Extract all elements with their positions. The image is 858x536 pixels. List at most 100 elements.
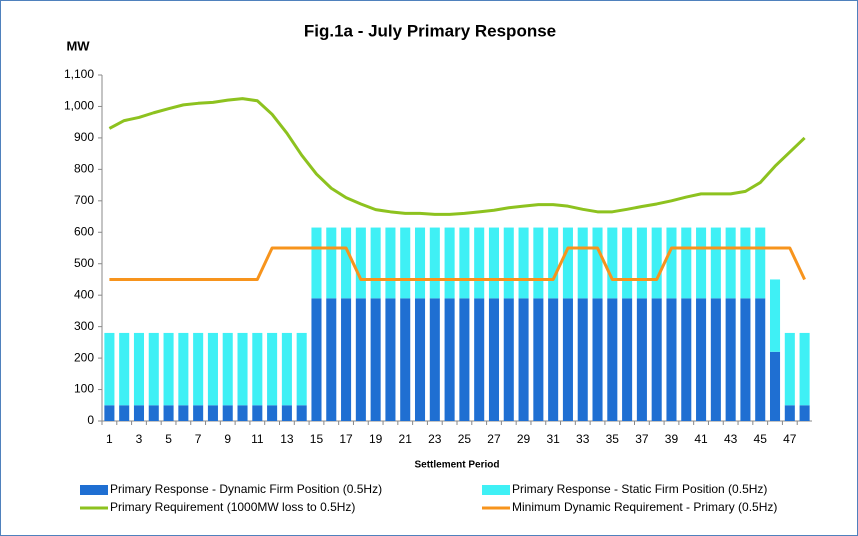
bar — [681, 227, 692, 299]
legend-label: Minimum Dynamic Requirement - Primary (0… — [512, 500, 777, 514]
bar — [163, 405, 174, 421]
bar — [696, 227, 707, 299]
x-tick-label: 7 — [195, 432, 202, 446]
bar — [607, 298, 618, 421]
bar — [622, 298, 633, 421]
x-tick-label: 17 — [339, 432, 353, 446]
x-axis-label: Settlement Period — [414, 460, 499, 471]
bar — [341, 298, 352, 421]
y-tick-label: 700 — [74, 193, 94, 207]
bar — [784, 405, 795, 421]
bar — [769, 279, 781, 352]
bar — [414, 298, 426, 421]
bar — [222, 405, 233, 421]
bar — [326, 227, 337, 299]
x-tick-label: 3 — [136, 432, 143, 446]
bar — [696, 298, 707, 421]
bar — [355, 227, 366, 299]
bar — [636, 298, 647, 421]
bar — [636, 227, 647, 299]
x-tick-label: 29 — [517, 432, 531, 446]
bar — [429, 227, 440, 299]
bar — [562, 298, 573, 421]
legend-swatch — [482, 485, 510, 495]
x-tick-label: 41 — [694, 432, 708, 446]
x-tick-label: 45 — [754, 432, 768, 446]
bar — [326, 298, 337, 421]
bar — [651, 227, 662, 299]
x-tick-label: 37 — [635, 432, 649, 446]
bar — [267, 332, 278, 406]
bar — [237, 405, 248, 421]
legend-swatch — [80, 485, 108, 495]
y-tick-label: 300 — [74, 319, 94, 333]
bar — [666, 298, 677, 421]
bar — [385, 298, 396, 421]
bar — [725, 298, 736, 421]
bar — [503, 298, 514, 421]
bar — [725, 227, 736, 299]
x-tick-label: 5 — [165, 432, 172, 446]
bar — [518, 298, 529, 421]
bar — [474, 298, 485, 421]
bar — [799, 405, 810, 421]
bar — [548, 298, 559, 421]
bar — [370, 227, 381, 299]
bar — [311, 227, 322, 299]
bar — [119, 405, 130, 421]
bar — [237, 332, 248, 406]
bar — [622, 227, 633, 299]
bar — [222, 332, 233, 406]
x-tick-label: 9 — [224, 432, 231, 446]
bar — [562, 227, 573, 299]
bar — [444, 227, 455, 299]
bar — [769, 351, 781, 421]
bar — [503, 227, 514, 299]
bar — [178, 405, 189, 421]
bar — [488, 227, 500, 299]
y-tick-label: 100 — [74, 382, 94, 396]
legend-label: Primary Response - Static Firm Position … — [512, 482, 767, 496]
bar — [592, 298, 603, 421]
bar — [296, 405, 307, 421]
x-tick-label: 13 — [280, 432, 294, 446]
bar — [518, 227, 529, 299]
x-tick-label: 1 — [106, 432, 113, 446]
bar — [577, 227, 588, 299]
y-tick-label: 500 — [74, 256, 94, 270]
y-tick-label: 1,000 — [64, 99, 94, 113]
x-tick-label: 19 — [369, 432, 383, 446]
x-tick-label: 15 — [310, 432, 324, 446]
x-tick-label: 25 — [458, 432, 472, 446]
x-tick-label: 11 — [251, 432, 264, 446]
bar — [459, 298, 470, 421]
bar — [429, 298, 440, 421]
bar — [533, 227, 544, 299]
x-tick-label: 21 — [399, 432, 413, 446]
bar — [666, 227, 677, 299]
bar — [193, 332, 204, 406]
bar — [592, 227, 603, 299]
bar — [178, 332, 189, 406]
bar — [296, 332, 307, 406]
bar — [341, 227, 352, 299]
bar — [651, 298, 662, 421]
bar — [799, 332, 810, 406]
x-tick-label: 27 — [487, 432, 501, 446]
bar — [607, 227, 618, 299]
chart-title: Fig.1a - July Primary Response — [304, 21, 556, 40]
bar — [252, 332, 263, 406]
x-tick-label: 39 — [665, 432, 679, 446]
bar — [267, 405, 278, 421]
bar — [252, 405, 263, 421]
bar — [148, 332, 159, 406]
bar — [104, 332, 115, 406]
bar — [681, 298, 692, 421]
bar — [104, 405, 115, 421]
bar — [755, 227, 766, 299]
bar — [710, 227, 721, 299]
bar — [459, 227, 470, 299]
y-tick-label: 900 — [74, 130, 94, 144]
bar — [148, 405, 159, 421]
